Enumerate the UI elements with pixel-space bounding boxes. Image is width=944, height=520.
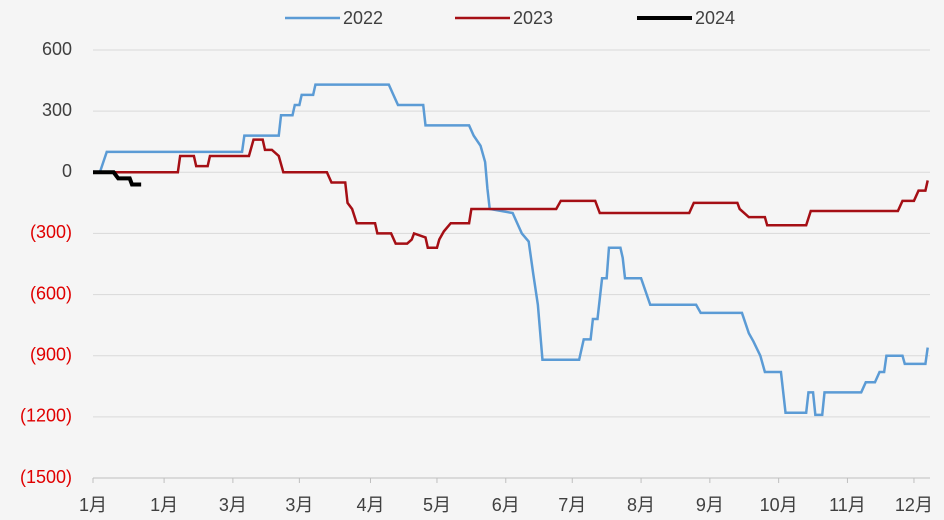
x-tick-label: 6月: [492, 495, 520, 515]
y-tick-label: (300): [30, 222, 72, 242]
x-tick-label: 3月: [285, 495, 313, 515]
x-tick-label: 11月: [829, 495, 866, 515]
x-tick-label: 3月: [219, 495, 247, 515]
x-tick-label: 1月: [150, 495, 178, 515]
y-tick-label: 600: [42, 39, 72, 59]
x-tick-label: 4月: [356, 495, 384, 515]
legend-label: 2024: [695, 8, 735, 28]
x-tick-label: 9月: [696, 495, 724, 515]
x-tick-label: 12月: [895, 495, 933, 515]
y-tick-label: (900): [30, 344, 72, 364]
x-tick-label: 1月: [79, 495, 107, 515]
y-tick-label: (1500): [20, 467, 72, 487]
y-tick-label: 300: [42, 100, 72, 120]
x-tick-label: 5月: [423, 495, 451, 515]
y-tick-label: (600): [30, 283, 72, 303]
y-tick-label: (1200): [20, 406, 72, 426]
x-tick-label: 7月: [558, 495, 586, 515]
x-tick-label: 10月: [760, 495, 798, 515]
series-line: [93, 170, 142, 187]
series-line: [98, 83, 929, 417]
series-line: [106, 138, 929, 249]
legend-label: 2022: [343, 8, 383, 28]
y-tick-label: 0: [62, 161, 72, 181]
legend-label: 2023: [513, 8, 553, 28]
x-tick-label: 8月: [627, 495, 655, 515]
